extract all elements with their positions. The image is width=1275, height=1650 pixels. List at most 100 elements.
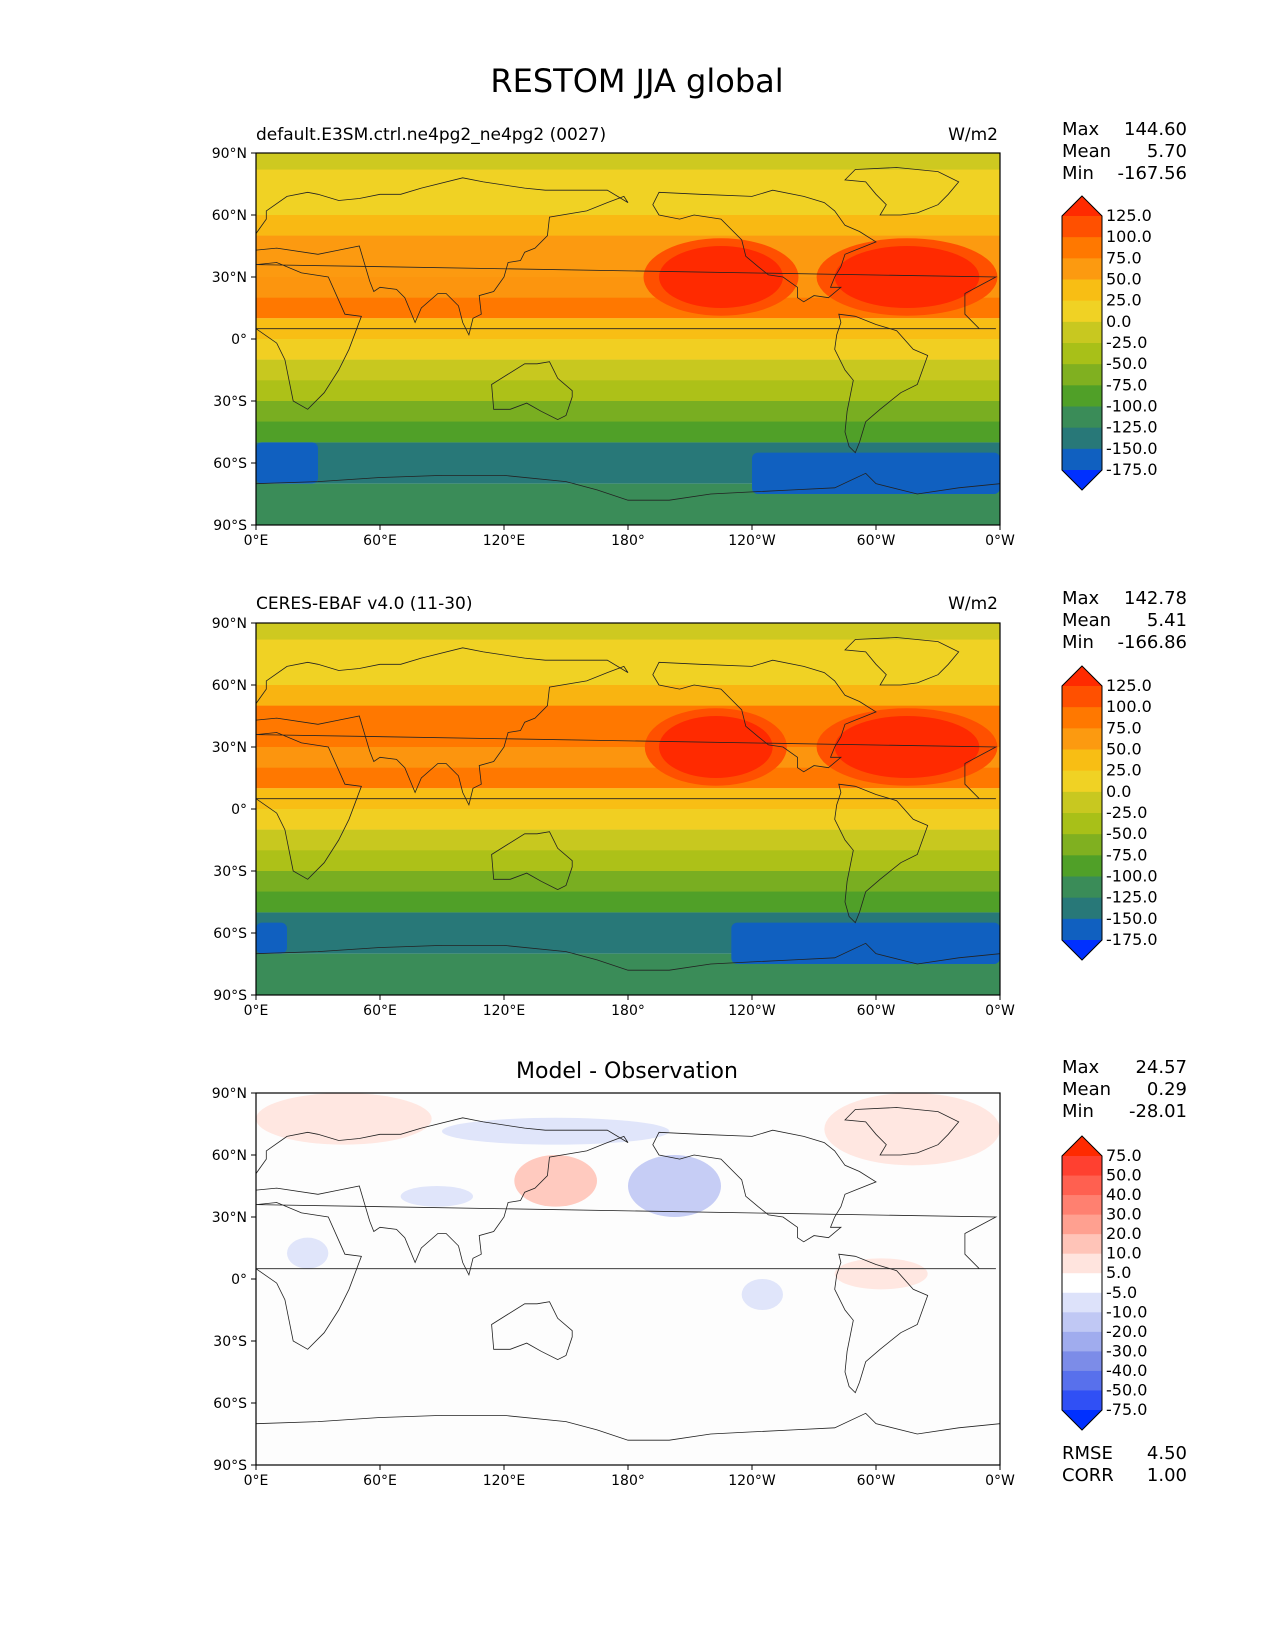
zonal-band — [256, 401, 1000, 422]
stat-value: 4.50 — [1147, 1443, 1187, 1464]
lat-tick-label: 0° — [231, 802, 247, 818]
colorbar-tick-label: -175.0 — [1106, 460, 1158, 479]
colorbar-tick-label: 25.0 — [1106, 761, 1142, 780]
lon-tick-label: 120°E — [483, 1003, 526, 1019]
lon-tick-label: 180° — [611, 1473, 645, 1489]
zonal-band — [256, 215, 1000, 236]
panel-model-title: default.E3SM.ctrl.ne4pg2_ne4pg2 (0027) — [256, 125, 606, 145]
zonal-band — [256, 422, 1000, 443]
figure-canvas: RESTOM JJA global default.E3SM.ctrl.ne4p… — [0, 0, 1275, 1650]
anomaly-patch — [287, 1238, 328, 1269]
regional-max — [659, 716, 773, 778]
panel-model: default.E3SM.ctrl.ne4pg2_ne4pg2 (0027) W… — [212, 119, 1187, 549]
lat-tick-label: 60°N — [212, 208, 247, 224]
colorbar-segment — [1062, 1273, 1102, 1293]
colorbar-tick-label: 10.0 — [1106, 1244, 1142, 1263]
colorbar-tick-label: 50.0 — [1106, 270, 1142, 289]
stat-label: RMSE — [1062, 1443, 1113, 1464]
stat-label: Mean — [1062, 141, 1111, 162]
anomaly-patch — [256, 1093, 432, 1145]
colorbar-tick-label: -100.0 — [1106, 867, 1158, 886]
lat-tick-label: 90°N — [212, 146, 247, 162]
colorbar-segment — [1062, 855, 1102, 877]
stat-label: CORR — [1062, 1465, 1114, 1486]
colorbar-segment — [1062, 1312, 1102, 1332]
field-layer — [256, 1093, 1000, 1465]
stat-label: Max — [1062, 119, 1100, 140]
colorbar-tick-label: -125.0 — [1106, 888, 1158, 907]
zonal-band — [256, 871, 1000, 892]
colorbar-tick-label: 125.0 — [1106, 676, 1152, 695]
regional-min — [256, 442, 318, 483]
colorbar-tick-label: -150.0 — [1106, 439, 1158, 458]
colorbar-tick-label: -20.0 — [1106, 1322, 1147, 1341]
colorbar-extend-max — [1062, 196, 1102, 216]
lon-tick-label: 120°W — [728, 533, 776, 549]
lon-tick-label: 0°W — [985, 533, 1015, 549]
colorbar-segment — [1062, 1195, 1102, 1215]
zonal-band — [256, 830, 1000, 851]
colorbar-tick-label: 100.0 — [1106, 227, 1152, 246]
colorbar-segment — [1062, 877, 1102, 899]
stat-value: 5.41 — [1147, 610, 1187, 631]
lon-tick-label: 60°E — [363, 1003, 397, 1019]
regional-max — [835, 246, 980, 308]
anomaly-patch — [514, 1155, 597, 1207]
colorbar-segment — [1062, 813, 1102, 835]
stat-value: 24.57 — [1135, 1057, 1187, 1078]
colorbar-tick-label: 20.0 — [1106, 1224, 1142, 1243]
colorbar-tick-label: 125.0 — [1106, 206, 1152, 225]
colorbar-tick-label: 75.0 — [1106, 248, 1142, 267]
colorbar-segment — [1062, 919, 1102, 941]
figure-title: RESTOM JJA global — [490, 62, 783, 100]
colorbar-tick-label: -10.0 — [1106, 1302, 1147, 1321]
colorbar-segment — [1062, 728, 1102, 750]
lat-tick-label: 90°S — [213, 1458, 247, 1474]
colorbar-segment — [1062, 407, 1102, 429]
panel-difference-colorbar: 75.050.040.030.020.010.05.0-5.0-10.0-20.… — [1062, 1136, 1147, 1430]
colorbar-tick-label: 25.0 — [1106, 291, 1142, 310]
colorbar-segment — [1062, 343, 1102, 365]
lon-tick-label: 180° — [611, 1003, 645, 1019]
lat-tick-label: 30°S — [213, 864, 247, 880]
stat-value: 1.00 — [1147, 1465, 1187, 1486]
stat-value: 0.29 — [1147, 1079, 1187, 1100]
colorbar-segment — [1062, 385, 1102, 407]
zonal-band — [256, 623, 1000, 640]
stat-value: -28.01 — [1129, 1101, 1187, 1122]
colorbar-tick-label: -50.0 — [1106, 824, 1147, 843]
colorbar-tick-label: 75.0 — [1106, 1146, 1142, 1165]
stat-value: 142.78 — [1124, 588, 1187, 609]
colorbar-segment — [1062, 834, 1102, 856]
colorbar-segment — [1062, 322, 1102, 344]
anomaly-patch — [835, 1258, 928, 1289]
panel-difference-footer-stats: RMSE 4.50 CORR 1.00 — [1062, 1443, 1187, 1486]
zonal-band — [256, 380, 1000, 401]
lon-tick-label: 180° — [611, 533, 645, 549]
lat-tick-label: 60°S — [213, 456, 247, 472]
zonal-band — [256, 339, 1000, 360]
panel-difference-title: Model - Observation — [516, 1059, 738, 1084]
lon-tick-label: 120°E — [483, 1473, 526, 1489]
anomaly-patch — [442, 1118, 669, 1145]
colorbar-segment — [1062, 216, 1102, 238]
lat-tick-label: 0° — [231, 1272, 247, 1288]
stat-label: Mean — [1062, 1079, 1111, 1100]
regional-max — [659, 246, 783, 308]
lon-tick-label: 60°E — [363, 533, 397, 549]
colorbar-tick-label: 0.0 — [1106, 312, 1131, 331]
lat-tick-label: 30°S — [213, 1334, 247, 1350]
colorbar-extend-min — [1062, 1410, 1102, 1430]
colorbar-tick-label: -75.0 — [1106, 845, 1147, 864]
colorbar-segment — [1062, 898, 1102, 920]
lat-tick-label: 30°N — [212, 740, 247, 756]
colorbar-segment — [1062, 301, 1102, 323]
colorbar-segment — [1062, 1254, 1102, 1274]
colorbar-segment — [1062, 750, 1102, 772]
stat-label: Max — [1062, 588, 1100, 609]
lat-tick-label: 60°S — [213, 1396, 247, 1412]
colorbar-tick-label: -125.0 — [1106, 418, 1158, 437]
stat-label: Min — [1062, 632, 1094, 653]
colorbar-segment — [1062, 1293, 1102, 1313]
colorbar-segment — [1062, 449, 1102, 471]
